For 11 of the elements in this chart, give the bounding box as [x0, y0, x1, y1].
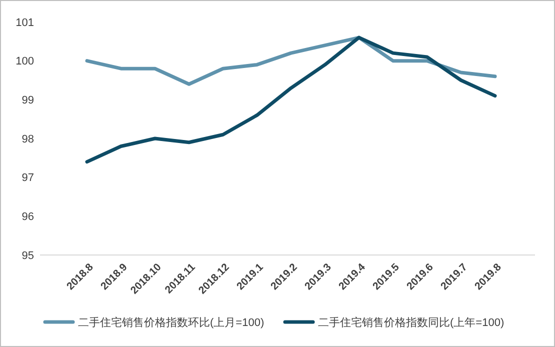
y-tick-label: 97	[22, 172, 34, 184]
line-series	[85, 36, 497, 164]
y-tick-label: 96	[22, 211, 34, 224]
legend-label: 二手住宅销售价格指数环比(上月=100)	[78, 316, 264, 329]
y-tick-label: 98	[22, 133, 34, 146]
line-series	[85, 36, 497, 86]
y-tick-label: 95	[22, 250, 34, 262]
y-tick-label: 100	[16, 56, 34, 68]
y-tick-label: 101	[16, 16, 34, 29]
y-tick-label: 99	[22, 94, 34, 107]
legend-label: 二手住宅销售价格指数同比(上年=100)	[318, 316, 504, 329]
